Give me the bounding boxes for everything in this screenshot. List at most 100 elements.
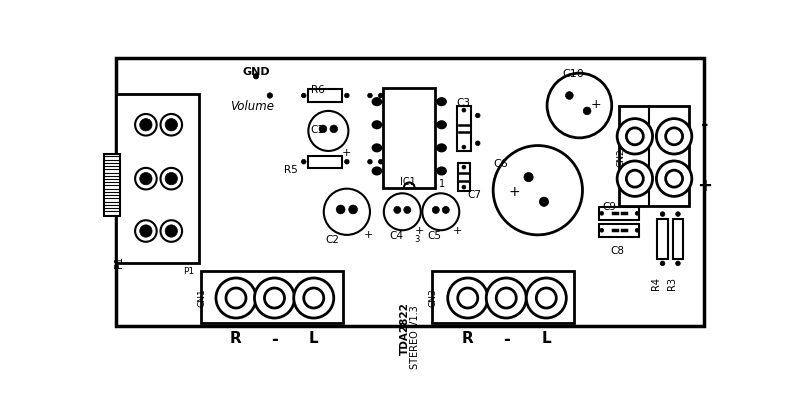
Text: C5: C5	[428, 231, 442, 241]
Bar	[308, 156, 342, 168]
Text: C2: C2	[326, 235, 339, 245]
Circle shape	[526, 278, 566, 318]
Text: R3: R3	[667, 277, 677, 290]
Circle shape	[422, 193, 459, 230]
Circle shape	[368, 160, 372, 164]
Ellipse shape	[437, 98, 446, 105]
Circle shape	[384, 193, 421, 230]
Circle shape	[161, 220, 182, 242]
Circle shape	[404, 207, 411, 213]
Circle shape	[432, 207, 439, 213]
Text: +: +	[590, 98, 601, 111]
Text: +: +	[364, 230, 373, 240]
Text: R4: R4	[651, 277, 662, 290]
Bar	[458, 163, 470, 191]
Circle shape	[486, 278, 526, 318]
Circle shape	[600, 228, 604, 232]
Text: IC1: IC1	[400, 177, 416, 187]
Circle shape	[345, 160, 349, 164]
Text: P1: P1	[183, 267, 194, 276]
Text: C6: C6	[493, 160, 508, 170]
Circle shape	[493, 146, 582, 235]
Circle shape	[267, 93, 273, 98]
Circle shape	[635, 211, 639, 215]
Circle shape	[135, 114, 157, 136]
Circle shape	[165, 225, 178, 237]
Bar	[599, 224, 639, 237]
Text: C7: C7	[468, 190, 482, 200]
Bar	[673, 219, 683, 259]
Circle shape	[458, 288, 478, 308]
Circle shape	[442, 207, 450, 213]
Circle shape	[626, 170, 643, 187]
Circle shape	[496, 288, 516, 308]
Circle shape	[135, 168, 157, 189]
Circle shape	[536, 288, 556, 308]
Circle shape	[617, 161, 653, 196]
Text: +: +	[453, 226, 462, 236]
Circle shape	[226, 288, 246, 308]
Circle shape	[539, 197, 549, 207]
Circle shape	[462, 165, 466, 169]
Circle shape	[524, 172, 533, 182]
Bar	[457, 106, 471, 151]
Circle shape	[600, 211, 604, 215]
Circle shape	[140, 119, 152, 131]
Circle shape	[140, 225, 152, 237]
Text: L: L	[542, 331, 551, 346]
Circle shape	[617, 119, 653, 154]
Bar	[599, 207, 639, 220]
Text: R: R	[230, 331, 242, 346]
Text: GND: GND	[242, 67, 270, 77]
Text: +: +	[509, 185, 520, 199]
Text: C9: C9	[602, 202, 617, 212]
Circle shape	[547, 73, 612, 138]
Circle shape	[656, 119, 692, 154]
Bar	[308, 89, 342, 101]
Circle shape	[161, 114, 182, 136]
Circle shape	[666, 128, 682, 145]
Ellipse shape	[372, 167, 382, 175]
Text: +: +	[342, 148, 352, 158]
Ellipse shape	[437, 144, 446, 152]
Circle shape	[448, 278, 488, 318]
Text: -: -	[271, 331, 278, 349]
Circle shape	[660, 212, 665, 217]
Ellipse shape	[437, 121, 446, 129]
Circle shape	[566, 92, 574, 100]
Text: C8: C8	[610, 246, 624, 256]
Text: P1: P1	[114, 256, 124, 268]
Text: C10: C10	[562, 69, 584, 79]
Circle shape	[475, 141, 480, 146]
Circle shape	[676, 261, 680, 266]
Text: CN1: CN1	[198, 289, 206, 307]
Circle shape	[462, 108, 466, 112]
Circle shape	[140, 172, 152, 185]
Circle shape	[378, 160, 383, 164]
Circle shape	[308, 111, 349, 151]
Ellipse shape	[437, 167, 446, 175]
Bar	[619, 105, 689, 206]
Bar	[383, 88, 435, 188]
Circle shape	[336, 205, 345, 214]
Text: 3: 3	[414, 235, 419, 244]
Circle shape	[330, 125, 338, 133]
Circle shape	[394, 207, 401, 213]
Circle shape	[265, 288, 285, 308]
Circle shape	[660, 261, 665, 266]
Circle shape	[302, 160, 306, 164]
Text: R6: R6	[311, 85, 325, 95]
Bar	[657, 219, 668, 259]
Ellipse shape	[372, 98, 382, 105]
Text: R: R	[462, 331, 474, 346]
Circle shape	[475, 113, 480, 118]
Circle shape	[165, 172, 178, 185]
Circle shape	[349, 205, 358, 214]
Text: R5: R5	[284, 165, 298, 175]
Circle shape	[345, 93, 349, 98]
Text: 1: 1	[438, 179, 445, 189]
Text: C3: C3	[456, 98, 470, 108]
Text: C1: C1	[310, 125, 324, 135]
Bar	[116, 94, 199, 263]
Text: -: -	[503, 331, 510, 349]
